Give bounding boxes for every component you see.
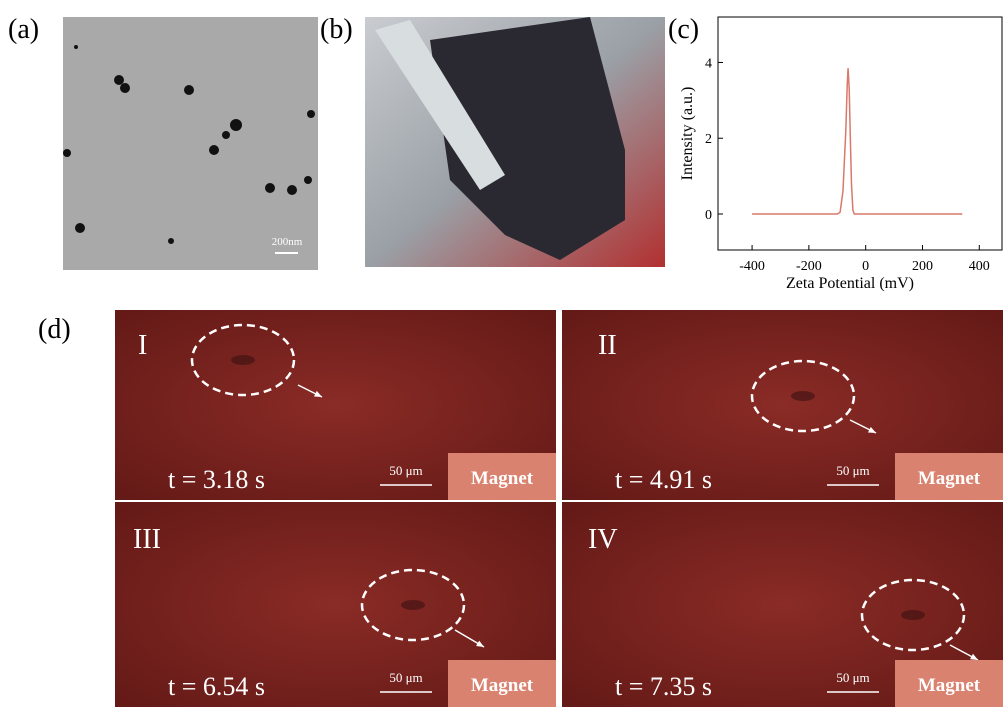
y-tick-label: 4 (705, 56, 712, 71)
scale-text: 200nm (272, 236, 303, 248)
time-label: t = 7.35 s (615, 672, 712, 701)
x-tick-label: 0 (862, 259, 869, 274)
x-axis-label: Zeta Potential (mV) (786, 275, 914, 292)
robot (231, 355, 255, 365)
scale-text: 50 μm (836, 670, 869, 685)
panel-label: (b) (320, 14, 353, 45)
x-tick-label: 200 (912, 259, 933, 274)
frames: It = 3.18 s 50 μm Magnet II t = 4.91 s 50 μm M… (115, 310, 1003, 707)
figure: 200nm (a) (b) (c) (d) -400 -200 0 200 400 0 2 4… (0, 0, 1003, 707)
tem-image (63, 17, 318, 270)
frame-label: II (598, 330, 617, 361)
robot (901, 610, 925, 620)
panel-label: (c) (668, 14, 699, 45)
time-label: t = 6.54 s (168, 672, 265, 701)
scale-text: 50 μm (836, 463, 869, 478)
frame-label: IV (588, 524, 618, 555)
plot-frame (718, 17, 1002, 250)
robot (401, 600, 425, 610)
line (752, 68, 962, 214)
frame-label: III (133, 524, 161, 555)
time-label: t = 4.91 s (615, 465, 712, 494)
magnet-label: Magnet (918, 675, 981, 696)
y-tick-label: 0 (705, 208, 712, 223)
scale-text: 50 μm (389, 463, 422, 478)
scale-text: 50 μm (389, 670, 422, 685)
x-tick-label: -400 (739, 259, 765, 274)
robot (791, 391, 815, 401)
y-tick-label: 2 (705, 132, 712, 147)
panel-label: (a) (8, 14, 39, 45)
x-tick-label: 400 (969, 259, 990, 274)
frame-label: I (138, 330, 147, 361)
zeta-chart: -400 -200 0 200 400 0 2 4 Zeta Potential (mV) Int… (679, 17, 1002, 292)
magnet-label: Magnet (471, 675, 534, 696)
panel-label: (d) (38, 314, 71, 345)
magnet-label: Magnet (918, 468, 981, 489)
x-tick-label: -200 (796, 259, 822, 274)
y-axis-label: Intensity (a.u.) (679, 87, 696, 181)
time-label: t = 3.18 s (168, 465, 265, 494)
magnet-label: Magnet (471, 468, 534, 489)
